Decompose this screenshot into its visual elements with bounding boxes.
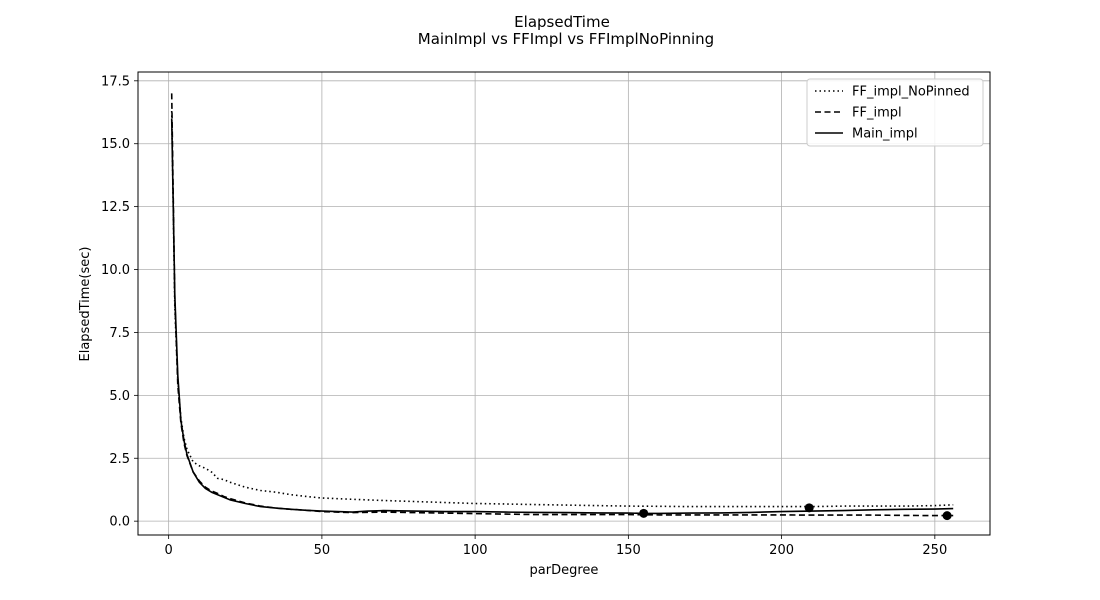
x-axis-ticks: 0 50 100 150 200 250 xyxy=(165,535,947,558)
y-tick-label: 17.5 xyxy=(101,74,130,89)
x-tick-label: 200 xyxy=(769,543,794,558)
chart-subtitle: MainImpl vs FFImpl vs FFImplNoPinning xyxy=(418,30,714,48)
series-line-ff-impl-nopinned xyxy=(170,110,954,508)
y-tick-label: 2.5 xyxy=(109,452,130,467)
x-tick-label: 0 xyxy=(165,543,173,558)
legend-label-ff-impl-nopinned: FF_impl_NoPinned xyxy=(852,85,970,100)
plot-frame xyxy=(137,71,991,536)
marker-ff-impl-nopinned xyxy=(804,503,814,513)
marker-layer xyxy=(639,503,952,521)
x-axis-label: parDegree xyxy=(530,563,599,578)
y-tick-label: 10.0 xyxy=(101,263,130,278)
x-tick-label: 50 xyxy=(314,543,331,558)
y-tick-label: 12.5 xyxy=(101,200,130,215)
marker-main-impl xyxy=(639,508,649,518)
y-axis-label: ElapsedTime(sec) xyxy=(78,247,93,362)
x-tick-label: 250 xyxy=(922,543,947,558)
legend-label-main-impl: Main_impl xyxy=(852,127,918,142)
y-tick-label: 7.5 xyxy=(109,326,130,341)
y-tick-label: 15.0 xyxy=(101,137,130,152)
series-line-main-impl xyxy=(170,118,954,515)
series-layer xyxy=(170,93,954,517)
x-tick-label: 100 xyxy=(463,543,488,558)
y-axis-ticks: 0.0 2.5 5.0 7.5 10.0 12.5 15.0 17.5 xyxy=(101,74,138,530)
marker-ff-impl xyxy=(942,511,952,521)
x-tick-label: 150 xyxy=(616,543,641,558)
series-line-ff-impl xyxy=(170,93,954,517)
y-tick-label: 5.0 xyxy=(109,389,130,404)
legend-label-ff-impl: FF_impl xyxy=(852,106,902,121)
legend: FF_impl_NoPinned FF_impl Main_impl xyxy=(806,78,984,147)
chart-title: ElapsedTime xyxy=(514,13,610,31)
y-tick-label: 0.0 xyxy=(109,515,130,530)
legend-box xyxy=(806,78,984,147)
